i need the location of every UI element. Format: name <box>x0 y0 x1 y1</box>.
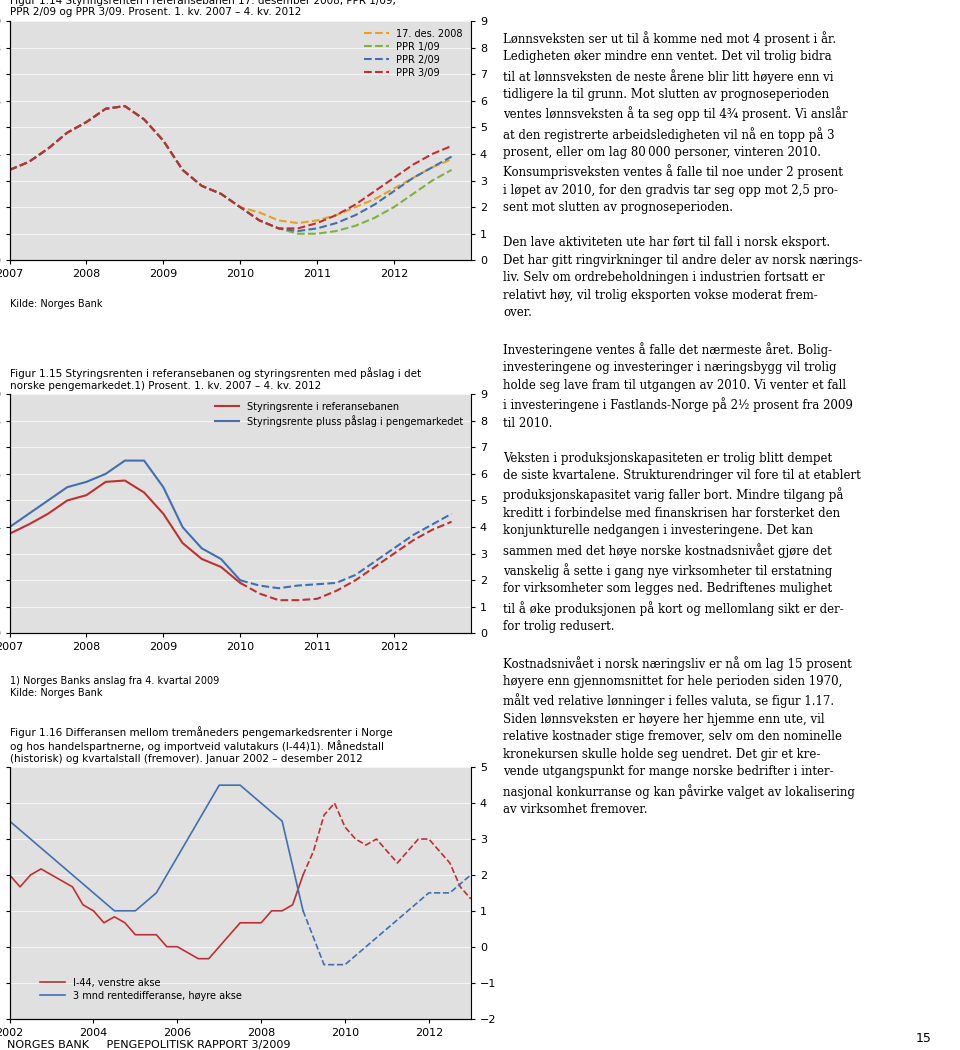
Text: Kilde: Norges Bank: Kilde: Norges Bank <box>10 298 102 309</box>
Legend: I-44, venstre akse, 3 mnd rentedifferanse, høyre akse: I-44, venstre akse, 3 mnd rentedifferans… <box>37 974 244 1004</box>
Text: 15: 15 <box>915 1032 931 1045</box>
Text: Figur 1.15 Styringsrenten i referansebanen og styringsrenten med påslag i det
no: Figur 1.15 Styringsrenten i referanseban… <box>10 368 420 391</box>
Text: Figur 1.14 Styringsrenten i referansebanen 17. desember 2008, PPR 1/09,
PPR 2/09: Figur 1.14 Styringsrenten i referanseban… <box>10 0 396 18</box>
Text: Lønnsveksten ser ut til å komme ned mot 4 prosent i år.
Ledigheten øker mindre e: Lønnsveksten ser ut til å komme ned mot … <box>503 30 862 816</box>
Legend: Styringsrente i referansebanen, Styringsrente pluss påslag i pengemarkedet: Styringsrente i referansebanen, Styrings… <box>212 399 466 429</box>
Text: Figur 1.16 Differansen mellom tremåneders pengemarkedsrenter i Norge
og hos hand: Figur 1.16 Differansen mellom tremåneder… <box>10 727 393 763</box>
Text: 1) Norges Banks anslag fra 4. kvartal 2009
Kilde: Norges Bank: 1) Norges Banks anslag fra 4. kvartal 20… <box>10 676 219 698</box>
Text: NORGES BANK     PENGEPOLITISK RAPPORT 3/2009: NORGES BANK PENGEPOLITISK RAPPORT 3/2009 <box>0 1040 291 1050</box>
Legend: 17. des. 2008, PPR 1/09, PPR 2/09, PPR 3/09: 17. des. 2008, PPR 1/09, PPR 2/09, PPR 3… <box>362 26 466 81</box>
